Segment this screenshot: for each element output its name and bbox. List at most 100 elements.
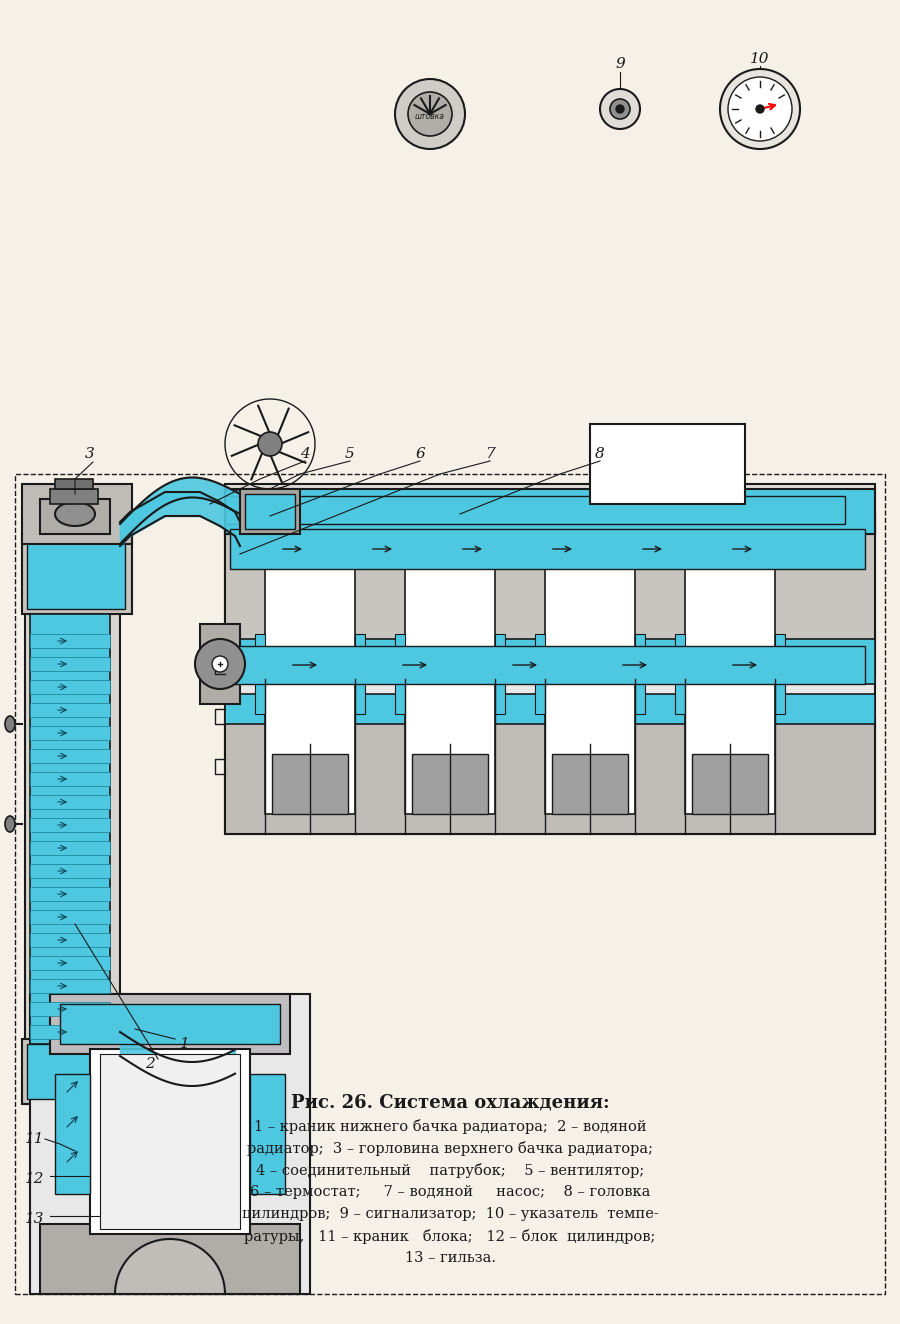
Bar bbox=[405, 534, 495, 814]
Bar bbox=[545, 534, 635, 814]
Bar bbox=[225, 530, 875, 674]
Bar bbox=[225, 514, 875, 834]
Ellipse shape bbox=[5, 816, 15, 831]
Bar bbox=[30, 978, 110, 993]
Text: 13 – гильза.: 13 – гильза. bbox=[404, 1251, 496, 1264]
Bar bbox=[685, 534, 775, 814]
Ellipse shape bbox=[408, 91, 452, 136]
Text: 10: 10 bbox=[751, 52, 770, 66]
Bar bbox=[22, 534, 132, 614]
Bar bbox=[635, 634, 645, 714]
Bar bbox=[25, 534, 120, 1104]
Bar bbox=[230, 646, 865, 685]
Bar bbox=[30, 1002, 110, 1016]
Ellipse shape bbox=[720, 69, 800, 150]
Bar bbox=[30, 726, 110, 740]
Text: 8: 8 bbox=[595, 448, 605, 461]
Bar bbox=[775, 634, 785, 714]
Bar bbox=[675, 634, 685, 714]
Ellipse shape bbox=[258, 432, 282, 455]
Bar bbox=[30, 818, 110, 831]
Bar bbox=[30, 634, 110, 647]
Bar bbox=[30, 887, 110, 902]
Bar bbox=[265, 534, 355, 814]
Bar bbox=[30, 657, 110, 671]
Ellipse shape bbox=[212, 655, 228, 673]
Bar bbox=[245, 494, 295, 530]
Bar bbox=[30, 994, 310, 1294]
Text: 11: 11 bbox=[25, 1132, 45, 1147]
Bar bbox=[250, 1074, 285, 1194]
Bar bbox=[40, 1223, 300, 1294]
Bar bbox=[30, 794, 110, 809]
Text: 2: 2 bbox=[145, 1057, 155, 1071]
Bar bbox=[225, 639, 875, 685]
Bar bbox=[225, 719, 875, 834]
Bar bbox=[30, 910, 110, 924]
Text: 9: 9 bbox=[615, 57, 625, 71]
Text: штовка: штовка bbox=[415, 111, 445, 120]
Text: ратуры,   11 – краник   блока;   12 – блок  цилиндров;: ратуры, 11 – краник блока; 12 – блок цил… bbox=[244, 1229, 656, 1245]
Bar bbox=[230, 530, 865, 569]
Bar bbox=[100, 1054, 240, 1229]
Bar bbox=[395, 634, 405, 714]
Bar bbox=[60, 1004, 280, 1045]
Bar bbox=[15, 474, 885, 1294]
Bar bbox=[255, 634, 265, 714]
Bar bbox=[55, 1074, 90, 1194]
Bar bbox=[692, 753, 768, 814]
Text: 5: 5 bbox=[345, 448, 355, 461]
Ellipse shape bbox=[55, 502, 95, 526]
Bar bbox=[552, 753, 628, 814]
Bar bbox=[22, 1039, 132, 1104]
Text: 4 – соединительный    патрубок;    5 – вентилятор;: 4 – соединительный патрубок; 5 – вентиля… bbox=[256, 1162, 644, 1178]
Text: 1: 1 bbox=[180, 1037, 190, 1051]
Bar bbox=[30, 749, 110, 763]
Bar bbox=[240, 489, 300, 534]
Wedge shape bbox=[115, 1239, 225, 1294]
Bar bbox=[27, 1045, 125, 1099]
Bar bbox=[90, 1049, 250, 1234]
Bar bbox=[30, 841, 110, 855]
Bar bbox=[22, 485, 132, 544]
Ellipse shape bbox=[395, 79, 465, 150]
Bar bbox=[495, 634, 505, 714]
Bar bbox=[50, 994, 290, 1054]
Ellipse shape bbox=[195, 639, 245, 688]
Bar bbox=[355, 634, 365, 714]
Bar bbox=[225, 694, 875, 724]
Text: цилиндров;  9 – сигнализатор;  10 – указатель  темпе-: цилиндров; 9 – сигнализатор; 10 – указат… bbox=[241, 1207, 659, 1221]
Text: 13: 13 bbox=[25, 1211, 45, 1226]
Ellipse shape bbox=[5, 716, 15, 732]
Bar bbox=[30, 703, 110, 718]
Text: Рис. 26. Система охлаждения:: Рис. 26. Система охлаждения: bbox=[291, 1094, 609, 1112]
Bar bbox=[225, 489, 875, 534]
Bar bbox=[272, 753, 348, 814]
Bar bbox=[200, 624, 240, 704]
Bar bbox=[55, 479, 93, 489]
Bar bbox=[30, 956, 110, 970]
Bar bbox=[30, 614, 110, 1045]
Text: 6 – термостат;     7 – водяной     насос;    8 – головка: 6 – термостат; 7 – водяной насос; 8 – го… bbox=[250, 1185, 650, 1200]
Bar bbox=[50, 489, 98, 504]
Bar bbox=[30, 681, 110, 694]
Bar bbox=[40, 499, 110, 534]
Bar bbox=[412, 753, 488, 814]
Text: радиатор;  3 – горловина верхнего бачка радиатора;: радиатор; 3 – горловина верхнего бачка р… bbox=[247, 1141, 653, 1156]
Ellipse shape bbox=[728, 77, 792, 140]
Ellipse shape bbox=[756, 105, 764, 113]
Bar bbox=[27, 542, 125, 609]
Bar bbox=[225, 485, 875, 534]
Bar bbox=[590, 424, 745, 504]
Bar bbox=[225, 496, 845, 524]
Ellipse shape bbox=[616, 105, 624, 113]
Text: 7: 7 bbox=[485, 448, 495, 461]
Ellipse shape bbox=[610, 99, 630, 119]
Text: 4: 4 bbox=[300, 448, 310, 461]
Bar bbox=[535, 634, 545, 714]
Bar bbox=[30, 1025, 110, 1039]
Bar bbox=[30, 772, 110, 786]
Text: 12: 12 bbox=[25, 1172, 45, 1186]
Bar bbox=[30, 933, 110, 947]
Ellipse shape bbox=[600, 89, 640, 128]
